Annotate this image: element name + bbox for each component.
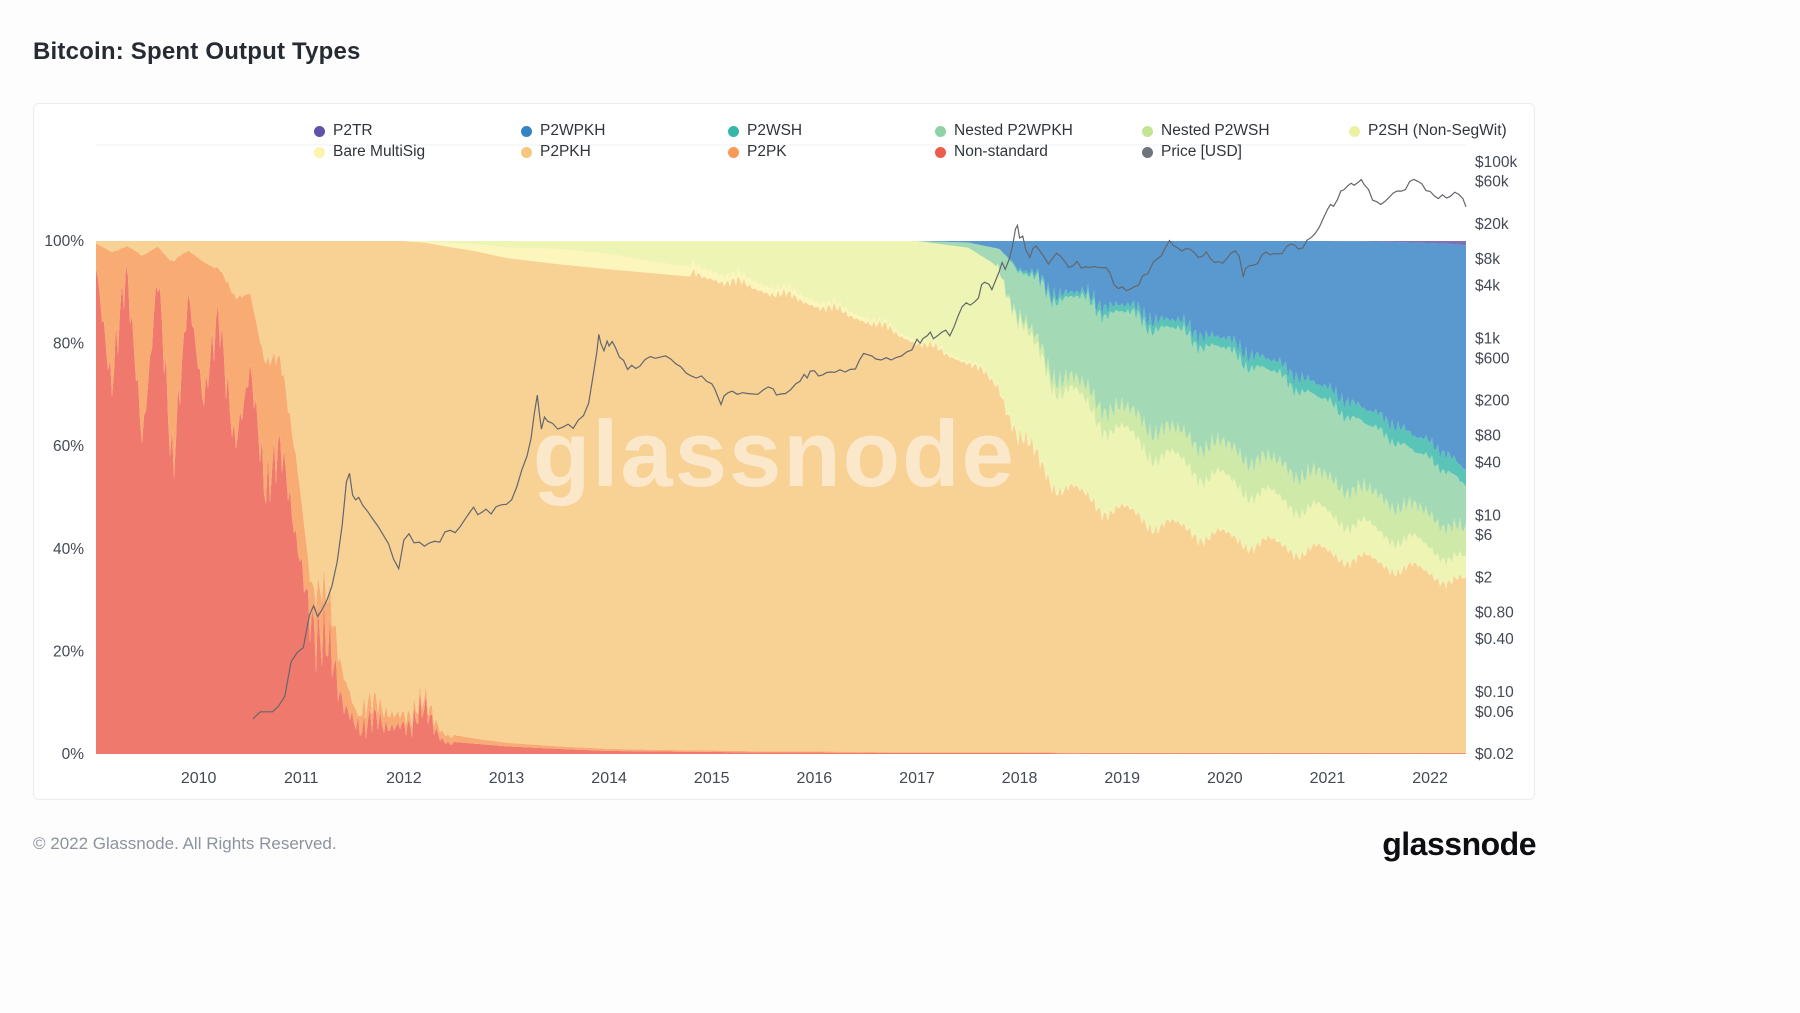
series-area-nested-p2wpkh: [96, 241, 1466, 537]
right-axis-label: $80: [1475, 428, 1501, 445]
x-axis-label: 2021: [1310, 770, 1346, 787]
legend-item-p2wpkh[interactable]: P2WPKH: [521, 121, 728, 141]
legend-label: P2WSH: [747, 122, 803, 139]
left-axis-label: 0%: [62, 746, 85, 763]
legend-dot: [728, 146, 739, 158]
right-axis-label: $2: [1475, 569, 1492, 586]
x-axis-label: 2015: [694, 770, 730, 787]
right-axis-label: $0.80: [1475, 604, 1514, 621]
right-axis-label: $1k: [1475, 331, 1500, 348]
legend-item-p2pk[interactable]: P2PK: [728, 142, 935, 162]
x-axis-label: 2016: [797, 770, 833, 787]
chart-card: 100% 80% 60% 40% 20% 0% $100k $60k $20k $8k $4k $1k…: [33, 103, 1535, 800]
legend-item-price-usd[interactable]: Price [USD]: [1142, 142, 1349, 162]
page-title: Bitcoin: Spent Output Types: [33, 38, 361, 65]
x-axis-label: 2019: [1104, 770, 1140, 787]
x-axis-label: 2017: [899, 770, 935, 787]
glassnode-logo: glassnode: [1382, 826, 1536, 862]
right-axis-label: $600: [1475, 350, 1510, 367]
legend-label: P2PK: [747, 143, 787, 160]
legend-dot: [521, 146, 532, 158]
left-axis-label: 80%: [53, 336, 84, 353]
legend-dot: [1349, 125, 1360, 137]
x-axis-label: 2012: [386, 770, 422, 787]
x-axis-label: 2013: [489, 770, 525, 787]
series-area-p2wpkh: [96, 241, 1466, 470]
legend-dot: [314, 146, 325, 158]
legend-item-nested-p2wsh[interactable]: Nested P2WSH: [1142, 121, 1349, 141]
legend-item-nested-p2wpkh[interactable]: Nested P2WPKH: [935, 121, 1142, 141]
legend-label: Nested P2WPKH: [954, 122, 1073, 139]
series-area-p2sh-non-segwit: [96, 241, 1466, 589]
right-axis-label: $20k: [1475, 216, 1509, 233]
legend-dot: [935, 125, 946, 137]
left-axis-label: 40%: [53, 541, 84, 558]
x-axis-label: 2011: [284, 770, 319, 787]
legend-label: P2PKH: [540, 143, 591, 160]
chart-legend: P2TR P2WPKH P2WSH Nested P2WPKH Nested P2WSH…: [314, 121, 1556, 162]
right-axis-label: $0.06: [1475, 704, 1514, 721]
right-axis-label: $0.02: [1475, 746, 1514, 763]
legend-dot: [314, 125, 325, 137]
legend-item-p2sh-non-segwit[interactable]: P2SH (Non-SegWit): [1349, 121, 1556, 141]
legend-label: P2WPKH: [540, 122, 606, 139]
left-axis-label: 60%: [53, 438, 84, 455]
legend-label: P2SH (Non-SegWit): [1368, 122, 1507, 139]
legend-label: Nested P2WSH: [1161, 122, 1270, 139]
legend-dot: [1142, 125, 1153, 137]
right-axis-label: $4k: [1475, 278, 1500, 295]
left-axis-label: 100%: [44, 233, 84, 250]
x-axis-label: 2018: [1002, 770, 1038, 787]
legend-label: Non-standard: [954, 143, 1048, 160]
right-axis-label: $10: [1475, 507, 1501, 524]
legend-dot: [1142, 146, 1153, 158]
x-axis-label: 2020: [1207, 770, 1243, 787]
series-area-p2pk: [96, 243, 1466, 754]
legend-label: Price [USD]: [1161, 143, 1242, 160]
chart-plot-area[interactable]: 100% 80% 60% 40% 20% 0% $100k $60k $20k $8k $4k $1k…: [34, 104, 1534, 799]
legend-item-p2wsh[interactable]: P2WSH: [728, 121, 935, 141]
x-axis-label: 2014: [591, 770, 627, 787]
right-axis-label: $0.10: [1475, 684, 1514, 701]
legend-dot: [935, 146, 946, 158]
x-axis-label: 2022: [1412, 770, 1448, 787]
left-axis-label: 20%: [53, 643, 84, 660]
right-axis-label: $40: [1475, 454, 1501, 471]
copyright: © 2022 Glassnode. All Rights Reserved.: [33, 834, 337, 853]
x-axis-label: 2010: [181, 770, 217, 787]
legend-label: Bare MultiSig: [333, 143, 426, 160]
legend-dot: [521, 125, 532, 137]
legend-dot: [728, 125, 739, 137]
right-axis-label: $8k: [1475, 251, 1500, 268]
legend-item-non-standard[interactable]: Non-standard: [935, 142, 1142, 162]
legend-item-bare-multisig[interactable]: Bare MultiSig: [314, 142, 521, 162]
right-axis-label: $60k: [1475, 174, 1509, 191]
series-area-p2pkh: [96, 241, 1466, 753]
legend-label: P2TR: [333, 122, 373, 139]
right-axis-label: $0.40: [1475, 631, 1514, 648]
right-axis-label: $100k: [1475, 154, 1517, 171]
legend-item-p2tr[interactable]: P2TR: [314, 121, 521, 141]
legend-item-p2pkh[interactable]: P2PKH: [521, 142, 728, 162]
price-line: [252, 178, 1467, 720]
series-area-non-standard: [96, 264, 1466, 754]
right-axis-label: $200: [1475, 393, 1510, 410]
right-axis-label: $6: [1475, 527, 1492, 544]
